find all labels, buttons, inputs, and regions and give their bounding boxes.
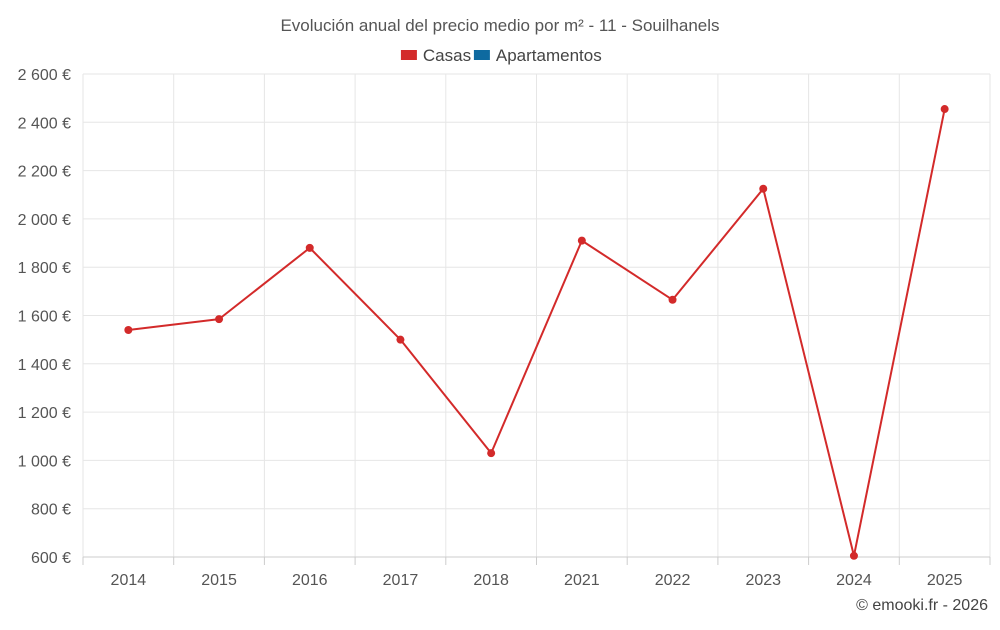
- y-tick-label: 1 800 €: [18, 260, 71, 277]
- data-point-2015[interactable]: [215, 315, 224, 324]
- x-tick-label: 2015: [201, 572, 237, 589]
- y-tick-label: 600 €: [31, 550, 71, 567]
- legend-swatch: [400, 50, 417, 60]
- legend-swatch: [473, 50, 490, 60]
- series-line-casas: [128, 108, 946, 557]
- x-tick-label: 2021: [564, 572, 600, 589]
- series-points[interactable]: [124, 105, 949, 560]
- data-point-2024[interactable]: [849, 551, 858, 560]
- y-tick-label: 2 600 €: [18, 67, 71, 84]
- y-tick-label: 2 000 €: [18, 212, 71, 229]
- y-tick-label: 1 600 €: [18, 309, 71, 326]
- data-point-2017[interactable]: [396, 335, 405, 344]
- x-axis-ticks: 2014 2015 2016 2017 2018 2021 2022 2023 2024 2025: [111, 572, 963, 589]
- y-axis-ticks: 600 € 800 € 1 000 € 1 200 € 1 400 € 1 600 € 1 …: [18, 67, 71, 567]
- x-tick-label: 2025: [927, 572, 963, 589]
- data-point-2023[interactable]: [759, 184, 768, 193]
- credit-text: © emooki.fr - 2026: [856, 597, 988, 614]
- x-tick-label: 2014: [111, 572, 147, 589]
- x-tick-label: 2022: [655, 572, 691, 589]
- series-lines: [128, 108, 946, 557]
- legend-item-casas[interactable]: Casas: [400, 46, 471, 65]
- y-tick-label: 1 400 €: [18, 357, 71, 374]
- data-point-2014[interactable]: [124, 325, 133, 334]
- legend[interactable]: Casas Apartamentos: [400, 46, 602, 65]
- data-point-2021[interactable]: [577, 236, 586, 245]
- x-tick-label: 2024: [836, 572, 872, 589]
- data-point-2018[interactable]: [487, 449, 496, 458]
- y-tick-label: 800 €: [31, 502, 71, 519]
- x-tick-label: 2018: [473, 572, 509, 589]
- data-point-2022[interactable]: [668, 295, 677, 304]
- data-point-2016[interactable]: [305, 243, 314, 252]
- x-tick-label: 2017: [383, 572, 419, 589]
- legend-label: Apartamentos: [496, 46, 602, 65]
- y-tick-label: 2 200 €: [18, 164, 71, 181]
- axes: [82, 556, 991, 565]
- legend-label: Casas: [423, 46, 471, 65]
- y-tick-label: 2 400 €: [18, 115, 71, 132]
- chart-title: Evolución anual del precio medio por m² …: [280, 16, 719, 35]
- x-tick-label: 2016: [292, 572, 328, 589]
- legend-item-apartamentos[interactable]: Apartamentos: [473, 46, 602, 65]
- data-point-2025[interactable]: [940, 105, 949, 114]
- x-gridlines: [82, 74, 991, 557]
- y-tick-label: 1 200 €: [18, 405, 71, 422]
- x-tick-label: 2023: [745, 572, 781, 589]
- y-tick-label: 1 000 €: [18, 453, 71, 470]
